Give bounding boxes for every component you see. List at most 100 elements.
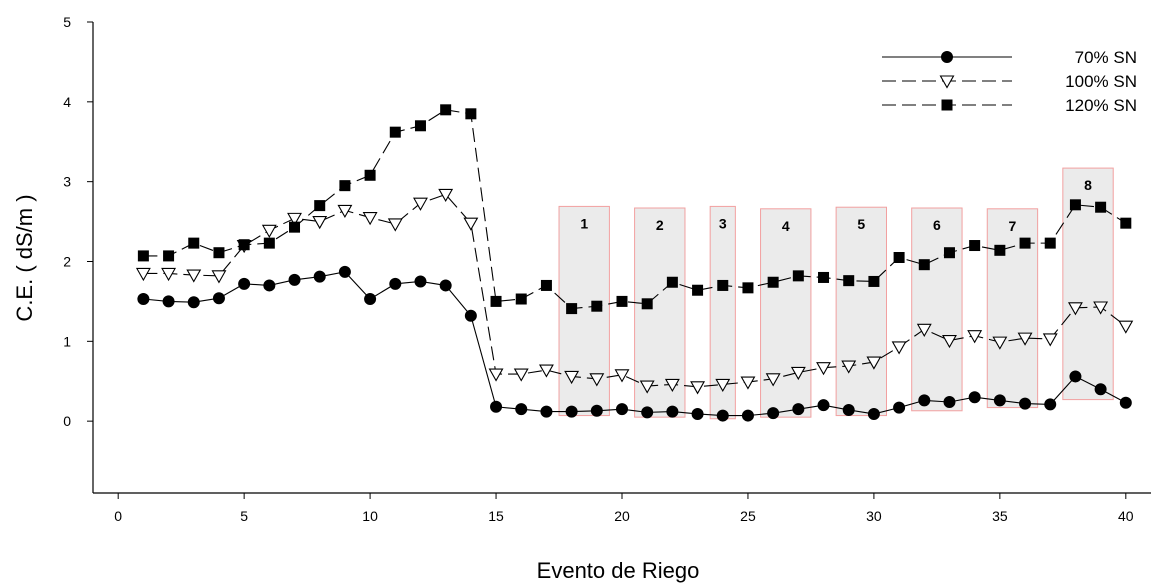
data-point (364, 293, 377, 306)
region-box-4 (760, 208, 812, 418)
data-point (364, 169, 376, 181)
data-point (515, 293, 527, 305)
region-label-3: 3 (719, 215, 727, 231)
data-point (414, 275, 427, 288)
data-point (792, 403, 805, 416)
region-label-8: 8 (1084, 177, 1092, 193)
data-point (463, 217, 479, 231)
data-point (538, 364, 554, 378)
data-point (187, 296, 200, 309)
data-point (867, 407, 880, 420)
data-point (1017, 332, 1033, 346)
data-point (490, 295, 502, 307)
data-point (891, 341, 907, 355)
data-point (639, 380, 655, 394)
data-point (135, 267, 151, 282)
data-point (337, 204, 353, 219)
legend: 70% SN 100% SN 120% SN (882, 48, 1137, 115)
data-point (817, 399, 830, 412)
x-axis-label: Evento de Riego (537, 558, 700, 583)
data-point (641, 406, 654, 419)
series-1 (137, 265, 1132, 422)
data-point (314, 200, 326, 212)
legend-label: 120% SN (1065, 96, 1137, 115)
data-point (692, 284, 704, 296)
data-point (1067, 302, 1083, 316)
data-point (893, 252, 905, 263)
data-point (666, 276, 678, 288)
data-point (163, 250, 175, 262)
data-point (742, 282, 754, 294)
data-point (717, 279, 729, 291)
data-point (715, 378, 731, 393)
region-box-6 (911, 207, 963, 412)
legend-label: 100% SN (1065, 72, 1137, 91)
data-point (842, 403, 855, 416)
data-point (841, 360, 857, 374)
data-point (792, 270, 804, 282)
data-point (162, 295, 175, 308)
data-point (1119, 396, 1132, 409)
y-tick-label: 3 (63, 174, 71, 190)
data-point (263, 237, 275, 249)
data-point (413, 197, 428, 211)
legend-item: 100% SN (882, 72, 1137, 91)
data-point (288, 273, 301, 286)
data-point (1120, 217, 1132, 229)
data-point (137, 250, 149, 262)
data-point (289, 221, 301, 233)
region-label-7: 7 (1009, 218, 1017, 234)
x-tick-label: 10 (362, 508, 378, 524)
data-point (614, 369, 630, 383)
data-point (716, 409, 729, 422)
series-3 (137, 104, 1132, 315)
legend-marker (941, 99, 953, 111)
data-point (664, 378, 680, 393)
data-point (515, 403, 528, 416)
data-point (943, 395, 956, 408)
data-point (916, 323, 932, 337)
data-point (666, 405, 679, 418)
data-point (818, 271, 830, 283)
data-point (564, 370, 580, 385)
data-point (893, 401, 906, 414)
data-point (1044, 398, 1057, 411)
x-tick-label: 25 (740, 508, 756, 524)
data-point (387, 218, 403, 232)
legend-marker (939, 75, 955, 89)
data-point (490, 400, 503, 413)
data-point (137, 293, 150, 306)
data-point (843, 275, 855, 287)
data-point (740, 376, 756, 390)
y-tick-label: 0 (63, 413, 71, 429)
data-point (287, 212, 302, 227)
data-point (565, 405, 578, 418)
data-point (161, 267, 177, 282)
x-tick-label: 0 (114, 508, 122, 524)
data-point (438, 188, 454, 203)
data-point (238, 277, 251, 290)
data-point (790, 366, 806, 381)
data-point (186, 269, 202, 283)
data-point (313, 270, 326, 283)
y-tick-label: 4 (63, 94, 71, 110)
region-label-4: 4 (782, 218, 790, 234)
y-tick-label: 2 (63, 253, 71, 269)
legend-item: 70% SN (882, 48, 1137, 67)
data-point (465, 108, 477, 120)
data-point (339, 180, 351, 192)
data-point (591, 300, 603, 312)
data-point (312, 216, 328, 230)
data-point (994, 244, 1006, 256)
data-point (741, 409, 754, 422)
data-point (868, 275, 880, 287)
data-point (767, 407, 780, 420)
data-point (263, 279, 276, 292)
data-point (616, 403, 628, 416)
series-group (135, 104, 1134, 422)
legend-marker (941, 51, 953, 63)
data-point (1069, 199, 1081, 211)
data-point (213, 247, 225, 259)
data-point (338, 265, 351, 278)
